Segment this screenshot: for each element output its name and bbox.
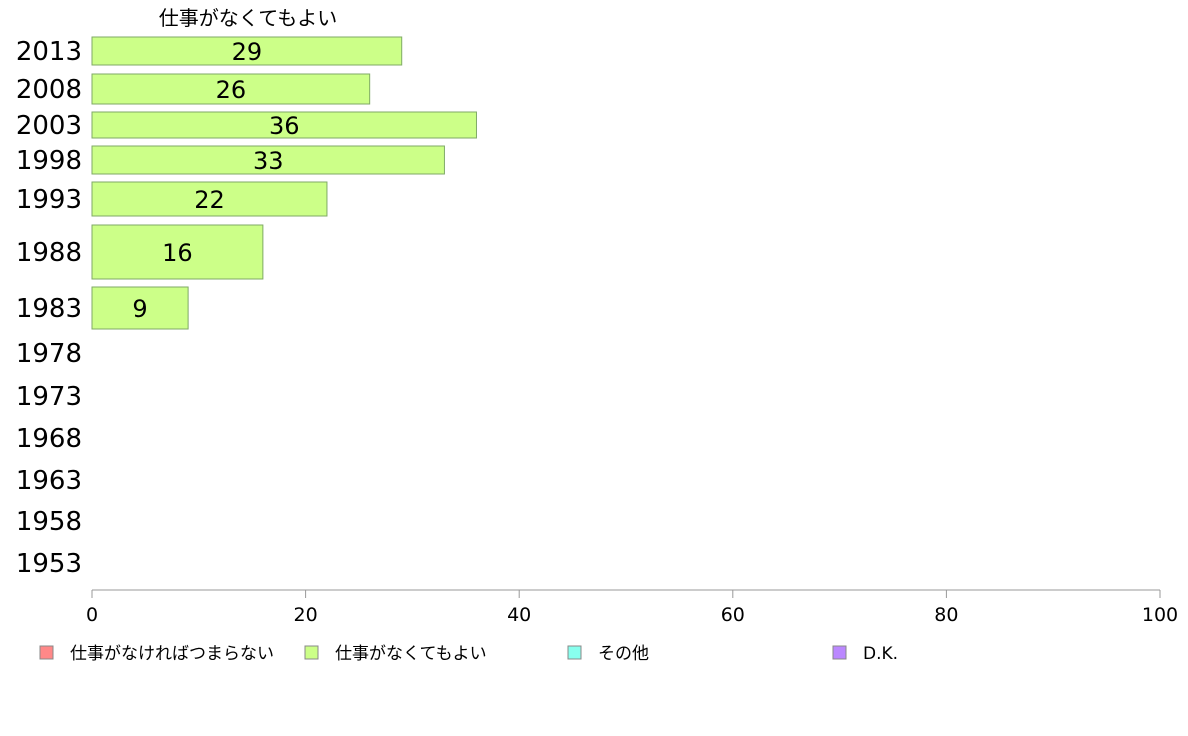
x-tick-label-40: 40 <box>507 604 531 626</box>
bar-2008 <box>91 73 371 105</box>
legend-swatch-3 <box>832 645 847 660</box>
year-label-1998: 1998 <box>16 146 82 176</box>
bar-1983 <box>91 286 189 330</box>
value-label-2008: 26 <box>216 76 247 104</box>
x-tick-label-0: 0 <box>86 604 98 626</box>
bar-1998 <box>91 145 445 175</box>
year-label-1968: 1968 <box>16 424 82 454</box>
bar-2013 <box>91 36 403 66</box>
bar-2003 <box>91 111 477 139</box>
year-label-1958: 1958 <box>16 507 82 537</box>
year-labels-group: 2013 2008 2003 1998 1993 1988 1983 1978 1973 1968… <box>16 37 82 579</box>
value-label-2013: 29 <box>232 38 263 66</box>
legend-label-3: D.K. <box>863 644 898 664</box>
value-label-1983: 9 <box>132 295 147 323</box>
legend-swatch-2 <box>567 645 582 660</box>
x-axis: 0 20 40 60 80 100 <box>86 589 1178 626</box>
year-label-1983: 1983 <box>16 294 82 324</box>
year-label-2003: 2003 <box>16 111 82 141</box>
year-label-1963: 1963 <box>16 466 82 496</box>
year-label-1978: 1978 <box>16 339 82 369</box>
year-label-1953: 1953 <box>16 549 82 579</box>
year-label-1993: 1993 <box>16 185 82 215</box>
bar-1993 <box>91 181 328 217</box>
value-label-1998: 33 <box>253 147 284 175</box>
value-label-2003: 36 <box>269 112 300 140</box>
x-tick-label-100: 100 <box>1142 604 1178 626</box>
legend-swatch-0 <box>39 645 54 660</box>
x-tick-label-80: 80 <box>934 604 958 626</box>
x-tick-label-20: 20 <box>294 604 318 626</box>
value-label-1988: 16 <box>162 239 193 267</box>
bar-1988 <box>91 224 264 280</box>
legend: 仕事がなければつまらない 仕事がなくてもよい その他 D.K. <box>39 644 898 664</box>
year-label-1973: 1973 <box>16 382 82 412</box>
x-tick-label-60: 60 <box>721 604 745 626</box>
series-title: 仕事がなくてもよい <box>159 6 337 30</box>
value-label-1993: 22 <box>194 186 225 214</box>
legend-label-2: その他 <box>598 644 649 664</box>
year-label-1988: 1988 <box>16 238 82 268</box>
legend-swatch-1 <box>304 645 319 660</box>
legend-label-0: 仕事がなければつまらない <box>70 644 274 664</box>
year-label-2008: 2008 <box>16 75 82 105</box>
year-label-2013: 2013 <box>16 37 82 67</box>
legend-label-1: 仕事がなくてもよい <box>335 644 487 664</box>
